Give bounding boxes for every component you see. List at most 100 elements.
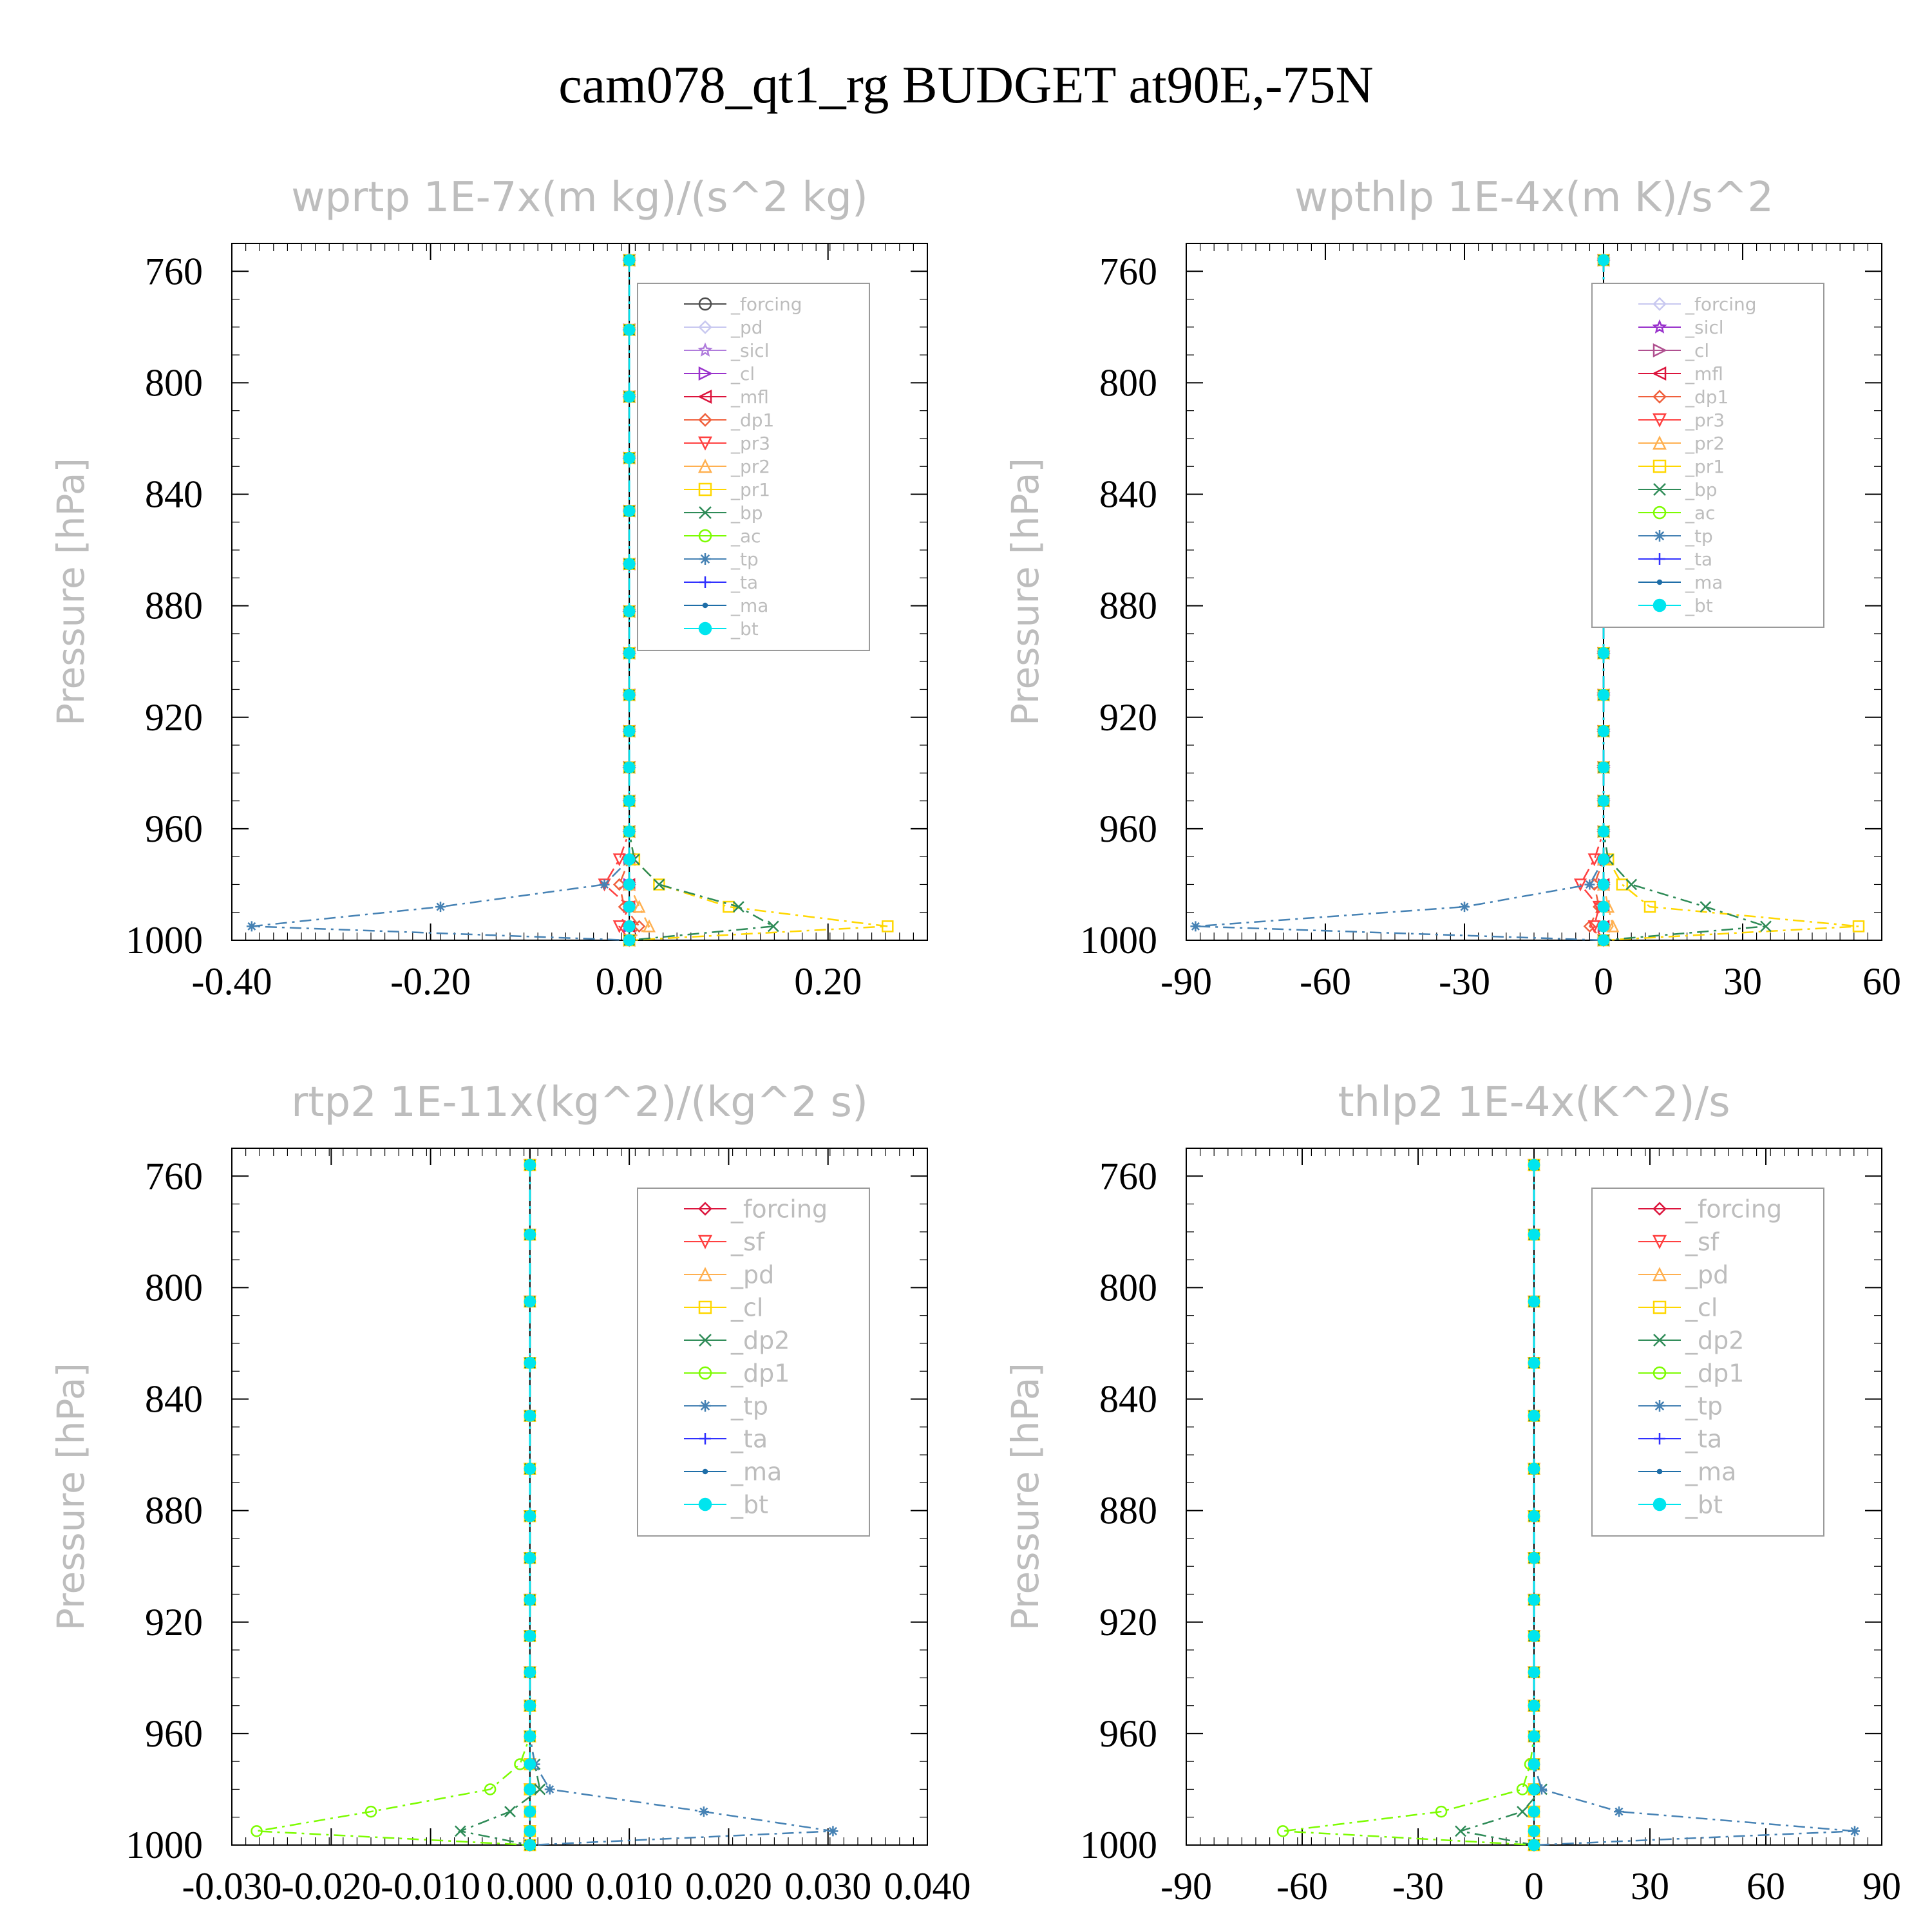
x-tick-label: 0: [1594, 960, 1613, 1003]
legend-marker: [697, 342, 713, 357]
data-point: [1597, 900, 1610, 913]
series-line: [529, 1164, 833, 1846]
data-point: [623, 452, 636, 464]
panel-1: wprtp 1E-7x(m kg)/(s^2 kg) Pressure [hPa]…: [49, 174, 928, 1003]
legend-label: _sicl: [1685, 317, 1724, 338]
data-point: [484, 1783, 497, 1795]
y-tick-label: 760: [1099, 250, 1157, 292]
data-point: [1516, 1783, 1529, 1795]
legend-marker: [699, 1400, 711, 1412]
data-point: [698, 1806, 709, 1817]
data-point: [514, 1758, 526, 1770]
data-point: [612, 853, 626, 867]
legend-marker: [698, 1300, 712, 1314]
data-point: [1587, 920, 1601, 934]
data-point: [642, 919, 656, 933]
legend-marker: [698, 621, 712, 636]
x-tick-label: 0.000: [486, 1865, 573, 1908]
data-point: [623, 878, 636, 891]
legend-label: _ta: [730, 572, 758, 593]
series_dp1: [251, 1159, 536, 1852]
legend-label: _pr3: [1685, 410, 1725, 431]
series_tp: [246, 254, 635, 945]
data-point: [524, 1630, 536, 1642]
legend-label: _pd: [730, 317, 763, 338]
data-point: [251, 1825, 263, 1837]
legend-label: _ta: [1685, 1425, 1722, 1453]
data-point: [623, 920, 636, 933]
data-point: [524, 1593, 536, 1606]
data-point: [1537, 1784, 1547, 1795]
data-point: [599, 879, 610, 890]
y-tick-label: 840: [1099, 473, 1157, 516]
legend-label: _cl: [1685, 1293, 1718, 1321]
legend-label: _bp: [730, 502, 763, 524]
legend-label: _dp1: [730, 410, 774, 431]
series-line: [1460, 1164, 1543, 1846]
y-tick-label: 800: [1099, 361, 1157, 404]
data-point: [524, 1228, 536, 1241]
y-tick-label: 760: [145, 250, 203, 292]
x-tick-label: -0.010: [381, 1865, 480, 1908]
data-point: [1597, 853, 1610, 866]
x-tick-label: 0.040: [884, 1865, 971, 1908]
y-tick-label: 1000: [1080, 1824, 1157, 1866]
legend-marker: [1653, 1497, 1667, 1511]
legend-label: _forcing: [730, 294, 802, 315]
data-point: [524, 1551, 536, 1564]
data-point: [1435, 1805, 1448, 1818]
legend-label: _bt: [1685, 1490, 1723, 1519]
x-tick-label: 90: [1862, 1865, 1901, 1908]
series_tp: [1190, 254, 1609, 945]
legend-label: _ta: [1685, 549, 1712, 570]
data-point: [1597, 688, 1610, 701]
data-point: [524, 1700, 536, 1712]
series_dp1: [1276, 1159, 1540, 1852]
data-point: [623, 825, 636, 838]
legend-box: [637, 1188, 870, 1537]
x-tick-label: -0.020: [281, 1865, 381, 1908]
data-point: [1528, 1805, 1540, 1818]
legend-label: _dp2: [1685, 1326, 1744, 1354]
data-point: [623, 725, 636, 737]
data-point: [435, 902, 446, 913]
data-point: [1528, 1666, 1540, 1678]
y-tick-label: 880: [145, 1490, 203, 1532]
legend-label: _mfl: [1685, 363, 1723, 384]
legend-marker: [699, 576, 711, 588]
data-point: [1597, 825, 1610, 838]
data-point: [1528, 1730, 1540, 1743]
series_bt: [623, 254, 636, 947]
data-point: [632, 920, 646, 933]
data-point: [524, 1758, 536, 1770]
y-tick-label: 1000: [126, 919, 203, 961]
series-line: [457, 1164, 541, 1846]
data-point: [524, 1410, 536, 1422]
x-tick-label: -30: [1439, 960, 1490, 1003]
data-point: [1606, 919, 1620, 933]
data-point: [504, 1806, 516, 1817]
legend-marker: [698, 413, 712, 427]
y-tick-label: 1000: [126, 1824, 203, 1866]
y-tick-label: 760: [1099, 1155, 1157, 1197]
legend-label: _pr2: [730, 456, 770, 477]
data-point: [732, 901, 744, 913]
legend-marker: [1652, 319, 1667, 334]
panel-2: wpthlp 1E-4x(m K)/s^2 Pressure [hPa] -90 -6…: [1003, 174, 1901, 1003]
panel-title: thlp2 1E-4x(K^2)/s: [1338, 1079, 1730, 1126]
legend-label: _sf: [1685, 1227, 1720, 1256]
data-point: [524, 1730, 536, 1743]
x-tick-label: -60: [1276, 1865, 1328, 1908]
data-point: [1528, 1295, 1540, 1308]
y-tick-label: 960: [145, 808, 203, 850]
legend-label: _pr3: [730, 433, 770, 454]
data-point: [1625, 878, 1638, 891]
series-line: [251, 260, 630, 942]
data-point: [524, 1839, 536, 1852]
data-point: [623, 605, 636, 618]
legend-label: _tp: [730, 549, 759, 570]
legend-marker: [698, 1202, 712, 1216]
x-tick-label: -0.20: [390, 960, 471, 1003]
data-point: [623, 505, 636, 517]
data-point: [1528, 1825, 1540, 1837]
